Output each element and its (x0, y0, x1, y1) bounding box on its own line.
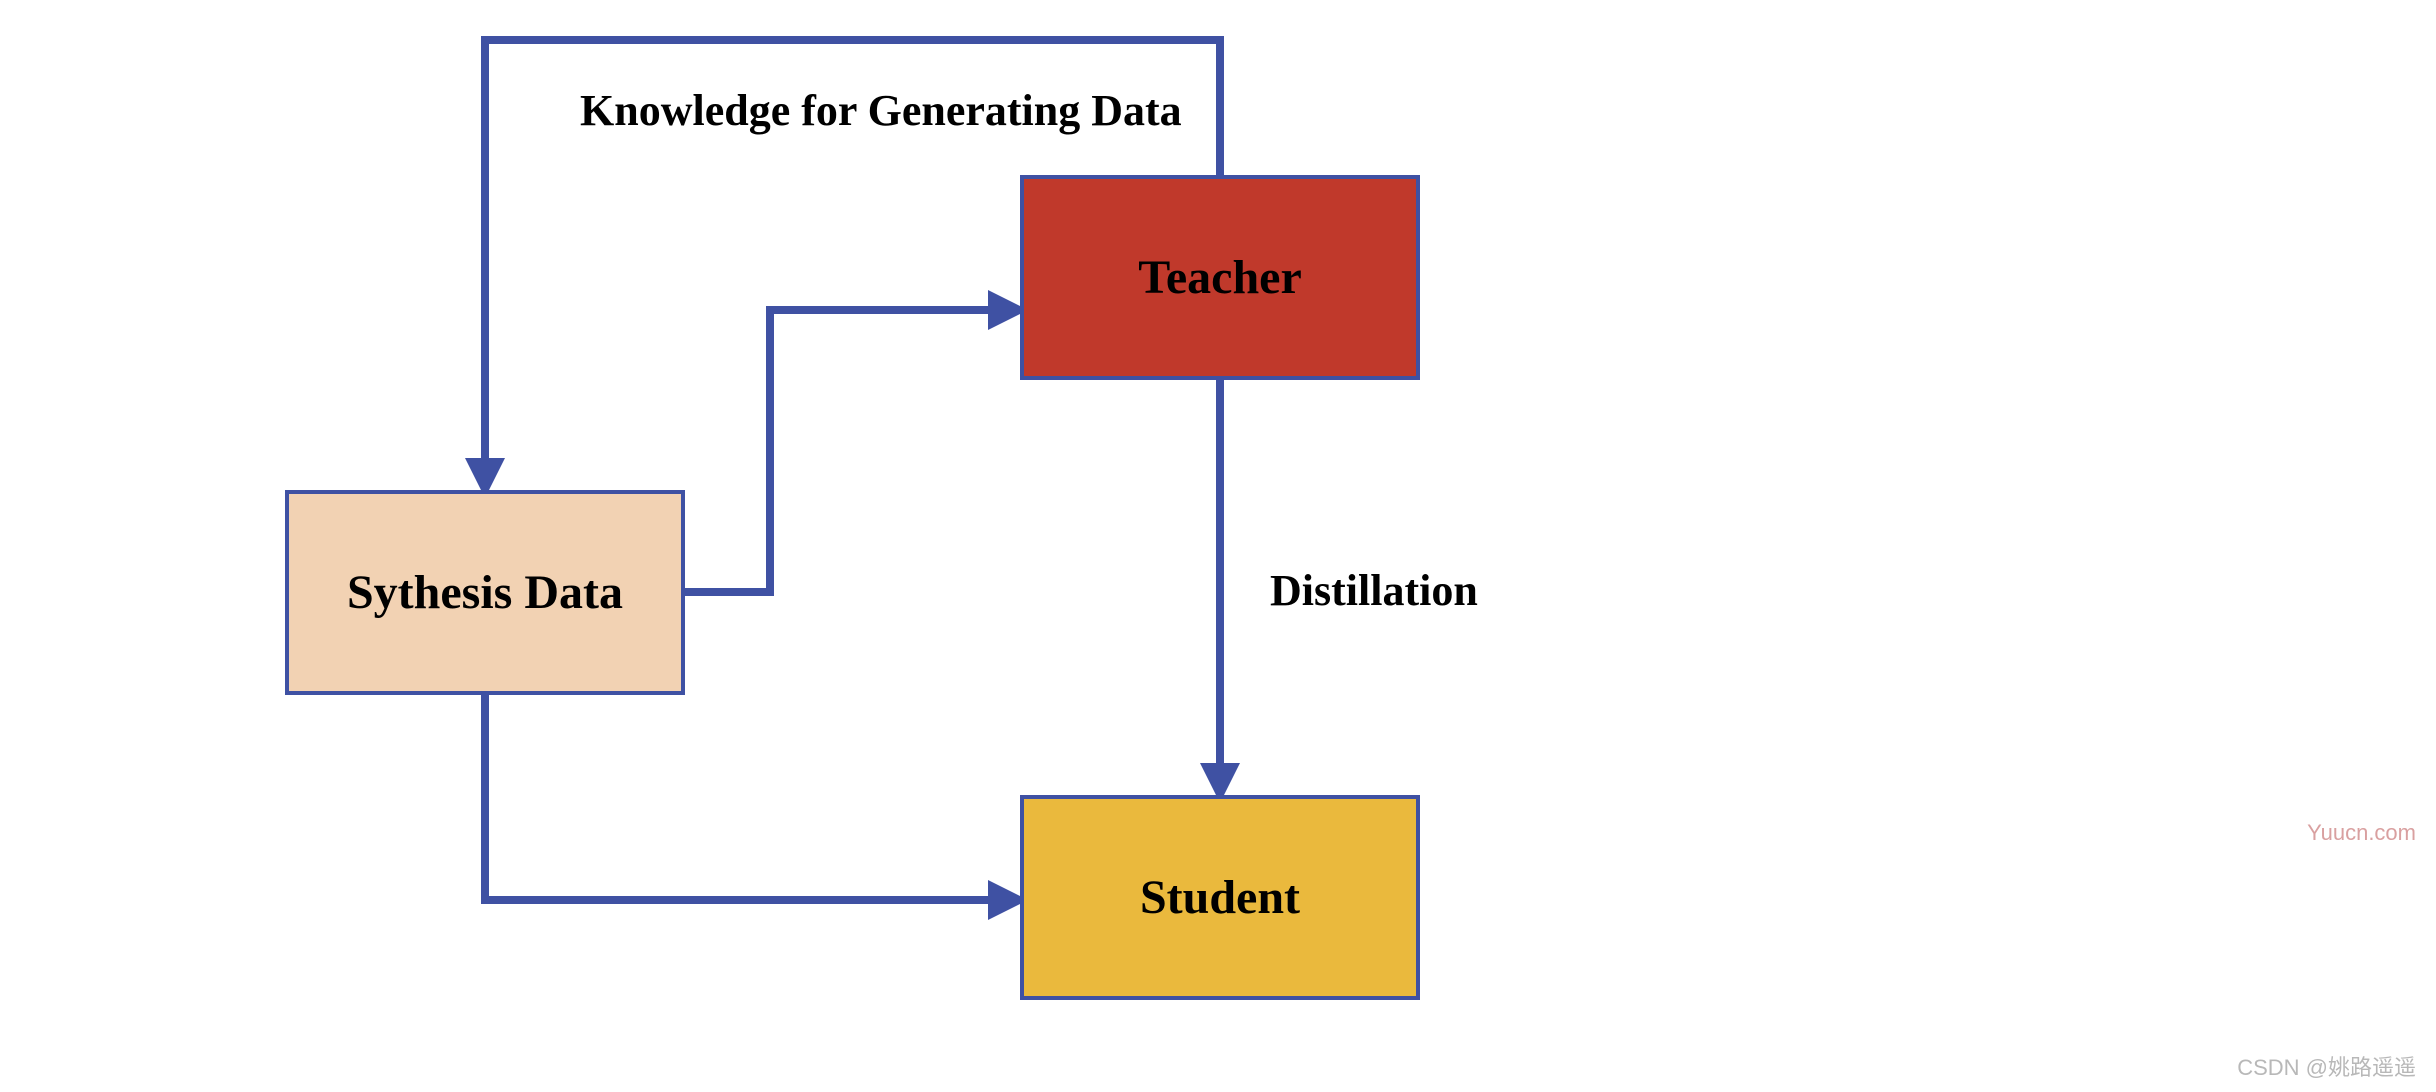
knowledge-edge-label: Knowledge for Generating Data (580, 85, 1182, 136)
teacher-label: Teacher (1138, 250, 1302, 305)
synthesis_to_student-edge (485, 695, 1020, 900)
distillation-edge-label: Distillation (1270, 565, 1478, 616)
watermark-top-right: Yuucn.com (2307, 820, 2416, 846)
edge-paths (485, 40, 1220, 900)
student-label: Student (1140, 870, 1300, 925)
watermark-bottom-right: CSDN @姚路遥遥 (2237, 1050, 2416, 1082)
teacher-node: Teacher (1020, 175, 1420, 380)
student-node: Student (1020, 795, 1420, 1000)
synthesis-label: Sythesis Data (347, 565, 623, 620)
synthesis-node: Sythesis Data (285, 490, 685, 695)
diagram-container: Teacher Sythesis Data Student Knowledge … (0, 0, 2436, 1092)
synthesis_to_teacher-edge (685, 310, 1020, 592)
